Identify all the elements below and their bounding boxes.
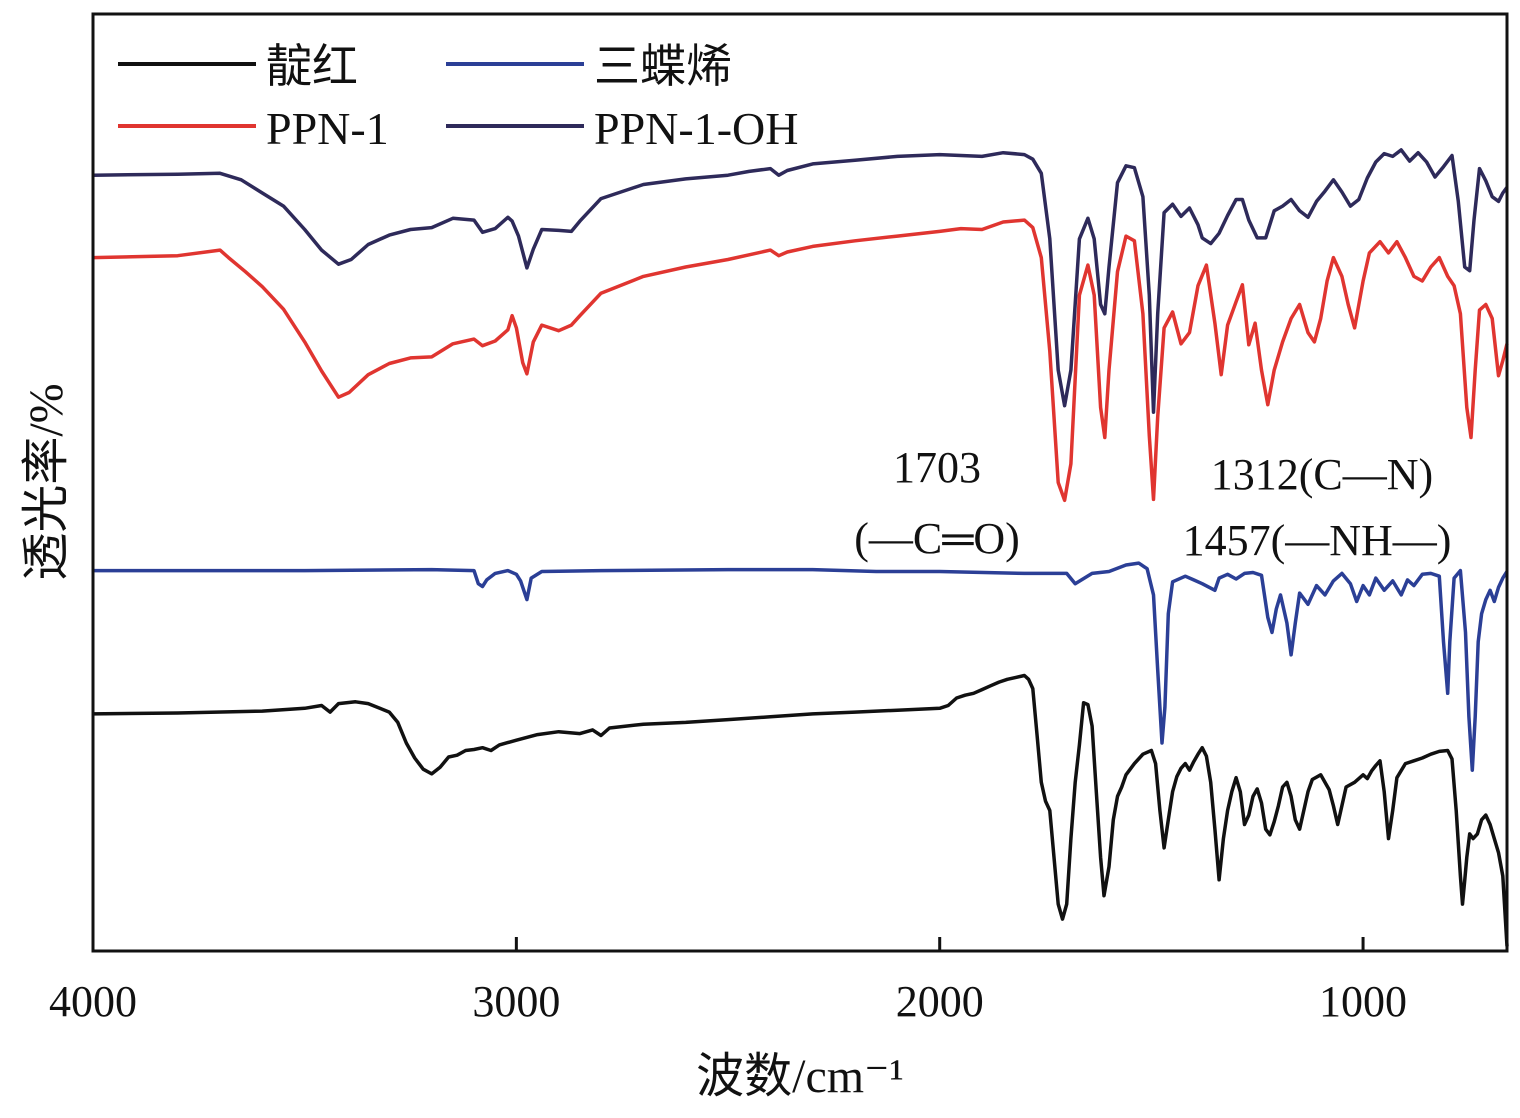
series-line-1 <box>92 218 1509 503</box>
legend: 靛红 三蝶烯 PPN-1 PPN-1-OH <box>118 41 798 154</box>
x-tick-label-2: 2000 <box>896 977 984 1026</box>
legend-label-triptycene: 三蝶烯 <box>594 41 732 92</box>
annotation-1312: 1312(C—N) <box>1211 450 1433 499</box>
legend-label-isatin: 靛红 <box>266 41 358 92</box>
series-layer <box>92 148 1509 947</box>
legend-label-ppn1-oh: PPN-1-OH <box>594 103 798 154</box>
x-tick-label-0: 4000 <box>49 977 137 1026</box>
series-line-3 <box>92 673 1509 947</box>
x-axis-title: 波数/cm⁻¹ <box>696 1050 904 1103</box>
x-tick-label-3: 1000 <box>1319 977 1407 1026</box>
y-axis-title: 透光率/% <box>20 383 73 580</box>
annotations: 1703 (—C═O) 1312(C—N) 1457(—NH—) <box>854 443 1451 565</box>
annotation-1703-wavenumber: 1703 <box>893 443 981 492</box>
legend-label-ppn1: PPN-1 <box>266 103 389 154</box>
plot-frame <box>91 12 1509 953</box>
annotation-1703-group: (—C═O) <box>854 514 1020 563</box>
x-axis: 4000 3000 2000 1000 <box>49 937 1407 1026</box>
series-line-0 <box>92 148 1509 414</box>
series-line-2 <box>93 561 1509 772</box>
x-tick-label-1: 3000 <box>472 977 560 1026</box>
annotation-1457: 1457(—NH—) <box>1183 516 1452 565</box>
